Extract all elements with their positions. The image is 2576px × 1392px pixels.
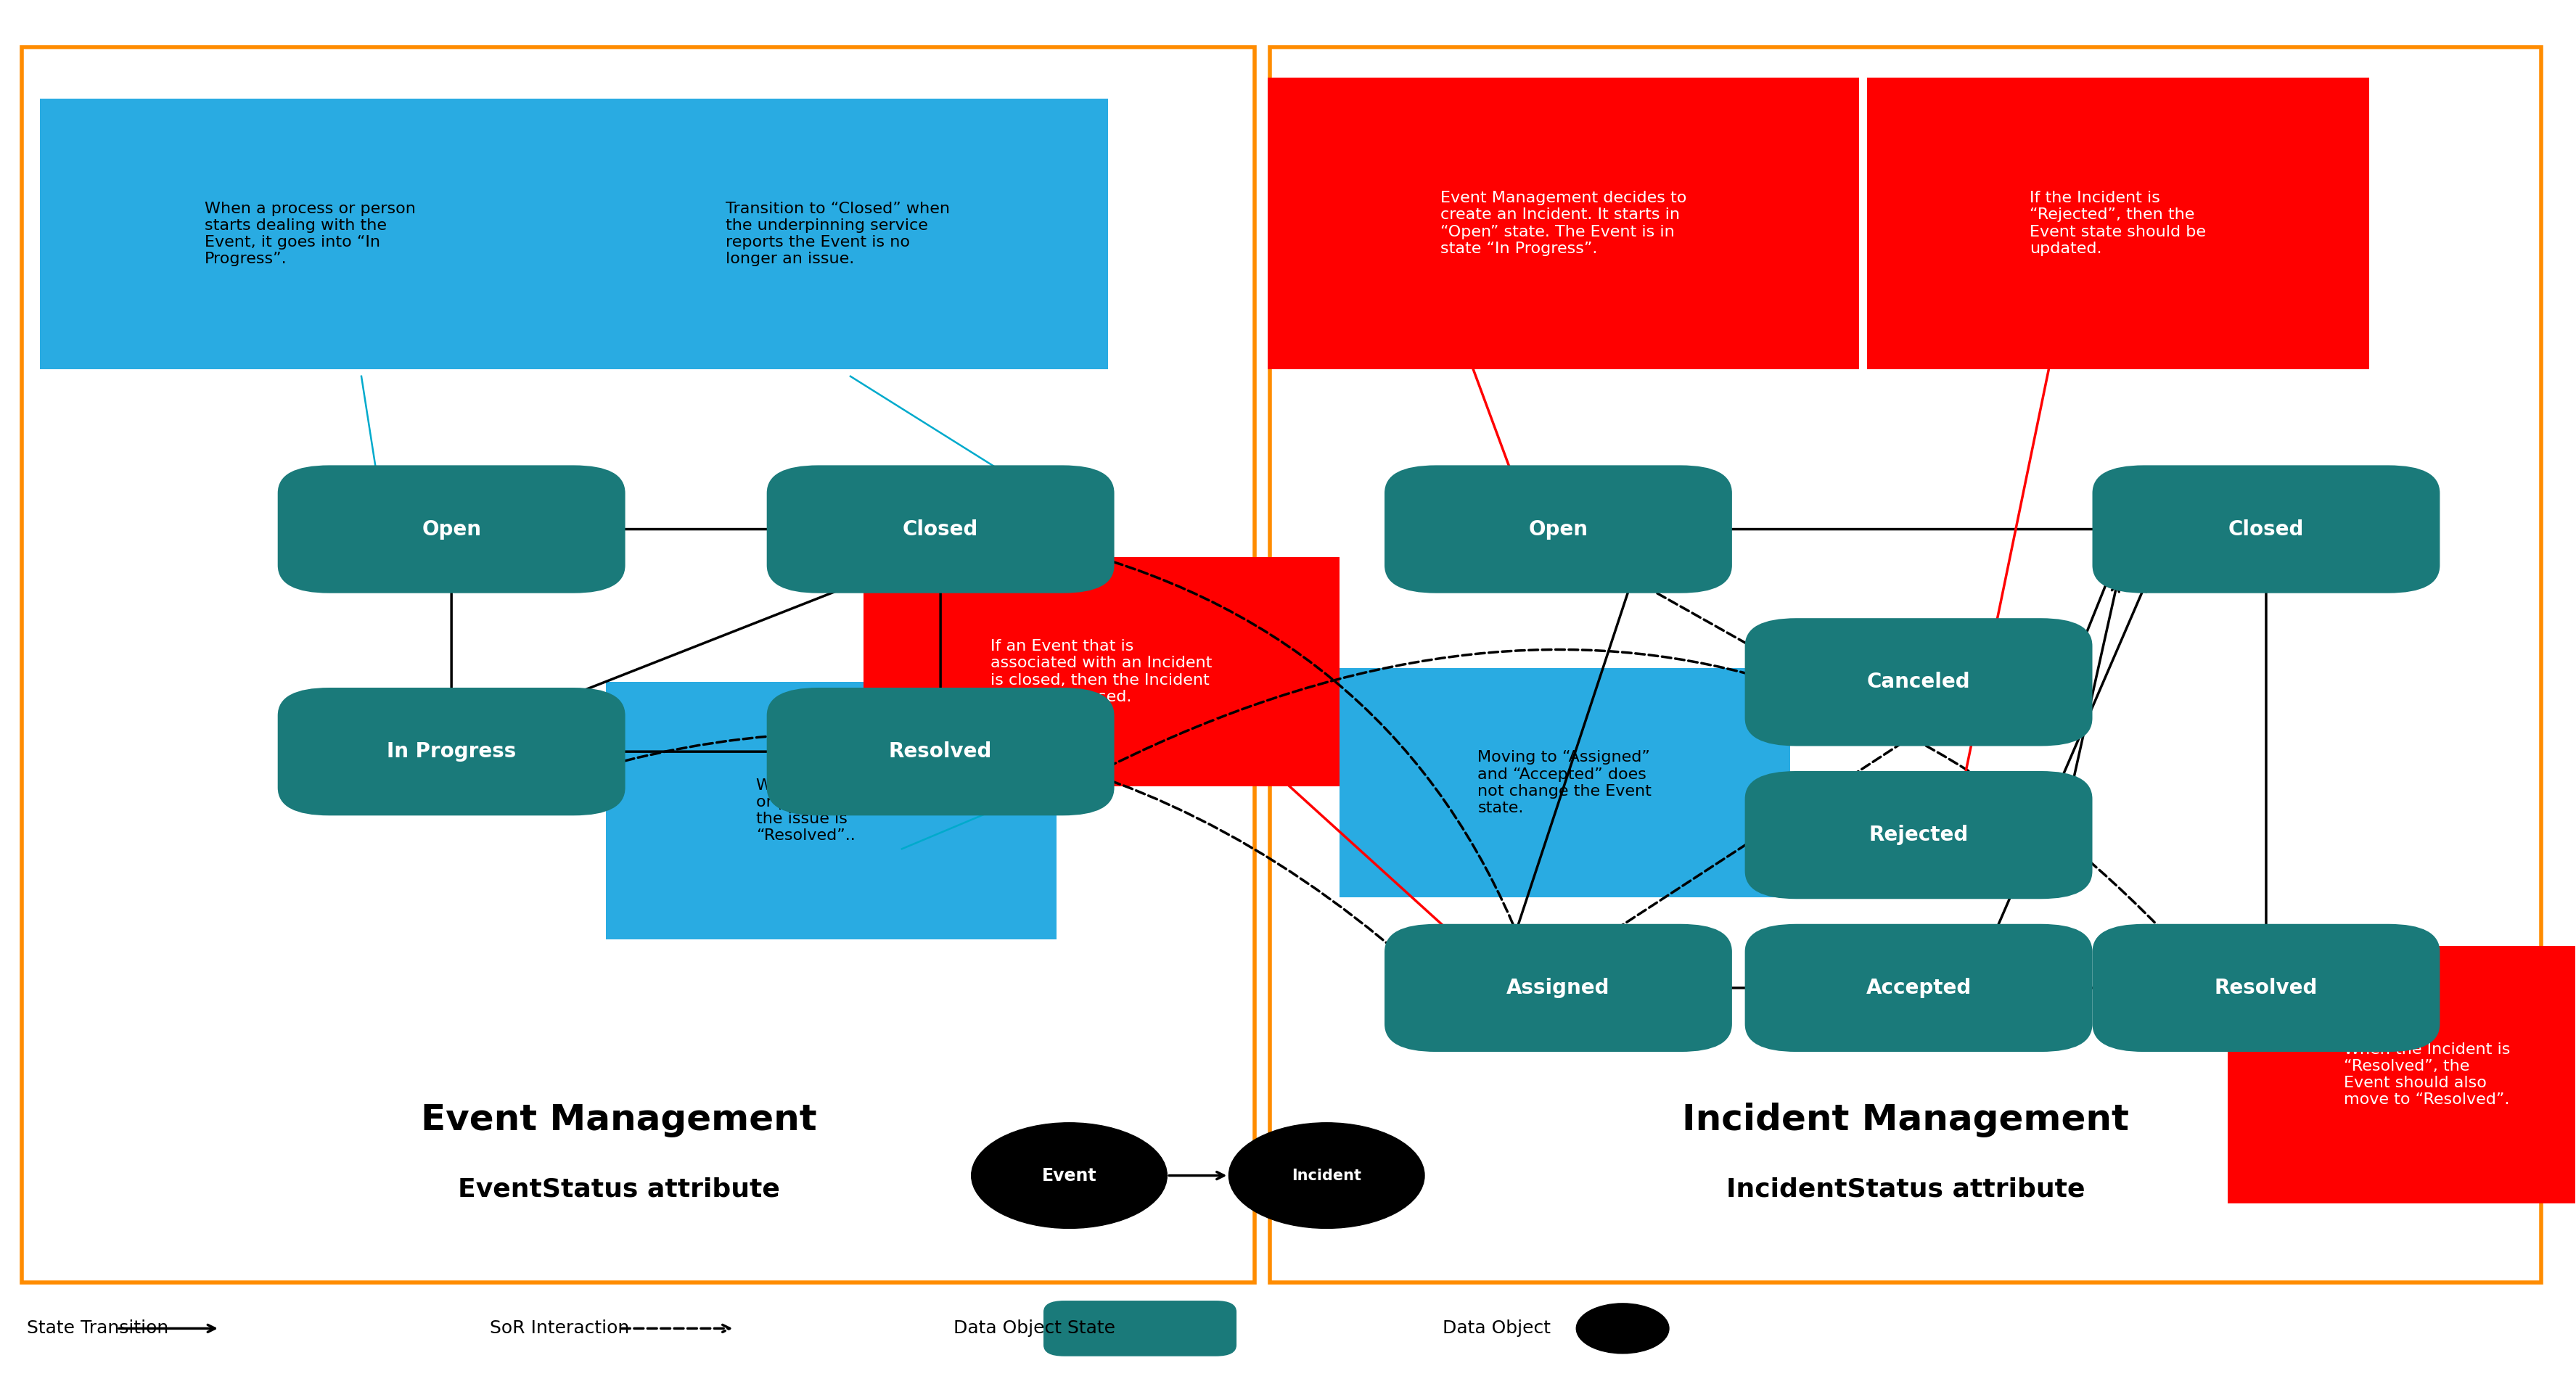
FancyBboxPatch shape bbox=[2092, 465, 2439, 593]
Text: If the Incident is
“Rejected”, then the
Event state should be
updated.: If the Incident is “Rejected”, then the … bbox=[2030, 191, 2205, 256]
Text: Open: Open bbox=[422, 519, 482, 539]
FancyBboxPatch shape bbox=[1868, 78, 2370, 369]
FancyBboxPatch shape bbox=[605, 682, 1056, 940]
FancyBboxPatch shape bbox=[863, 557, 1340, 786]
FancyBboxPatch shape bbox=[1744, 771, 2092, 899]
FancyBboxPatch shape bbox=[2092, 924, 2439, 1052]
Text: Accepted: Accepted bbox=[1865, 977, 1971, 998]
Text: In Progress: In Progress bbox=[386, 742, 515, 761]
Text: IncidentStatus attribute: IncidentStatus attribute bbox=[1726, 1178, 2084, 1201]
FancyBboxPatch shape bbox=[278, 688, 626, 816]
Text: Incident: Incident bbox=[1291, 1168, 1363, 1183]
FancyBboxPatch shape bbox=[768, 465, 1115, 593]
Text: Data Object: Data Object bbox=[1443, 1320, 1551, 1338]
FancyBboxPatch shape bbox=[1383, 465, 1731, 593]
FancyBboxPatch shape bbox=[278, 465, 626, 593]
FancyBboxPatch shape bbox=[21, 47, 1255, 1282]
Circle shape bbox=[1229, 1123, 1425, 1228]
Text: Rejected: Rejected bbox=[1868, 825, 1968, 845]
Text: Transition to “Closed” when
the underpinning service
reports the Event is no
lon: Transition to “Closed” when the underpin… bbox=[726, 202, 951, 266]
FancyBboxPatch shape bbox=[768, 688, 1115, 816]
Text: State Transition: State Transition bbox=[26, 1320, 167, 1338]
Text: When the process
or person believes
the issue is
“Resolved”..: When the process or person believes the … bbox=[757, 778, 907, 844]
FancyBboxPatch shape bbox=[1744, 924, 2092, 1052]
FancyBboxPatch shape bbox=[1340, 668, 1790, 898]
Text: Incident Management: Incident Management bbox=[1682, 1102, 2130, 1137]
Text: EventStatus attribute: EventStatus attribute bbox=[459, 1178, 781, 1201]
Circle shape bbox=[1577, 1303, 1669, 1353]
Text: If an Event that is
associated with an Incident
is closed, then the Incident
sho: If an Event that is associated with an I… bbox=[992, 639, 1213, 704]
Text: When the Incident is
“Resolved”, the
Event should also
move to “Resolved”.: When the Incident is “Resolved”, the Eve… bbox=[2344, 1043, 2509, 1107]
Text: Closed: Closed bbox=[2228, 519, 2303, 539]
FancyBboxPatch shape bbox=[1744, 618, 2092, 746]
Text: Data Object State: Data Object State bbox=[953, 1320, 1115, 1338]
Text: SoR Interaction: SoR Interaction bbox=[489, 1320, 629, 1338]
Text: Event Management: Event Management bbox=[420, 1102, 817, 1137]
Text: Resolved: Resolved bbox=[889, 742, 992, 761]
Text: Event Management decides to
create an Incident. It starts in
“Open” state. The E: Event Management decides to create an In… bbox=[1440, 191, 1687, 256]
Text: Closed: Closed bbox=[902, 519, 979, 539]
FancyBboxPatch shape bbox=[2228, 947, 2576, 1203]
Text: Event: Event bbox=[1041, 1166, 1097, 1185]
FancyBboxPatch shape bbox=[567, 99, 1108, 369]
Circle shape bbox=[971, 1123, 1167, 1228]
Text: Assigned: Assigned bbox=[1507, 977, 1610, 998]
Text: When a process or person
starts dealing with the
Event, it goes into “In
Progres: When a process or person starts dealing … bbox=[204, 202, 415, 266]
Text: Moving to “Assigned”
and “Accepted” does
not change the Event
state.: Moving to “Assigned” and “Accepted” does… bbox=[1479, 750, 1651, 816]
FancyBboxPatch shape bbox=[1267, 78, 1860, 369]
FancyBboxPatch shape bbox=[1383, 924, 1731, 1052]
FancyBboxPatch shape bbox=[1270, 47, 2543, 1282]
FancyBboxPatch shape bbox=[39, 99, 580, 369]
Text: Open: Open bbox=[1528, 519, 1587, 539]
Text: Canceled: Canceled bbox=[1868, 672, 1971, 692]
Text: Resolved: Resolved bbox=[2215, 977, 2318, 998]
FancyBboxPatch shape bbox=[1043, 1300, 1236, 1356]
